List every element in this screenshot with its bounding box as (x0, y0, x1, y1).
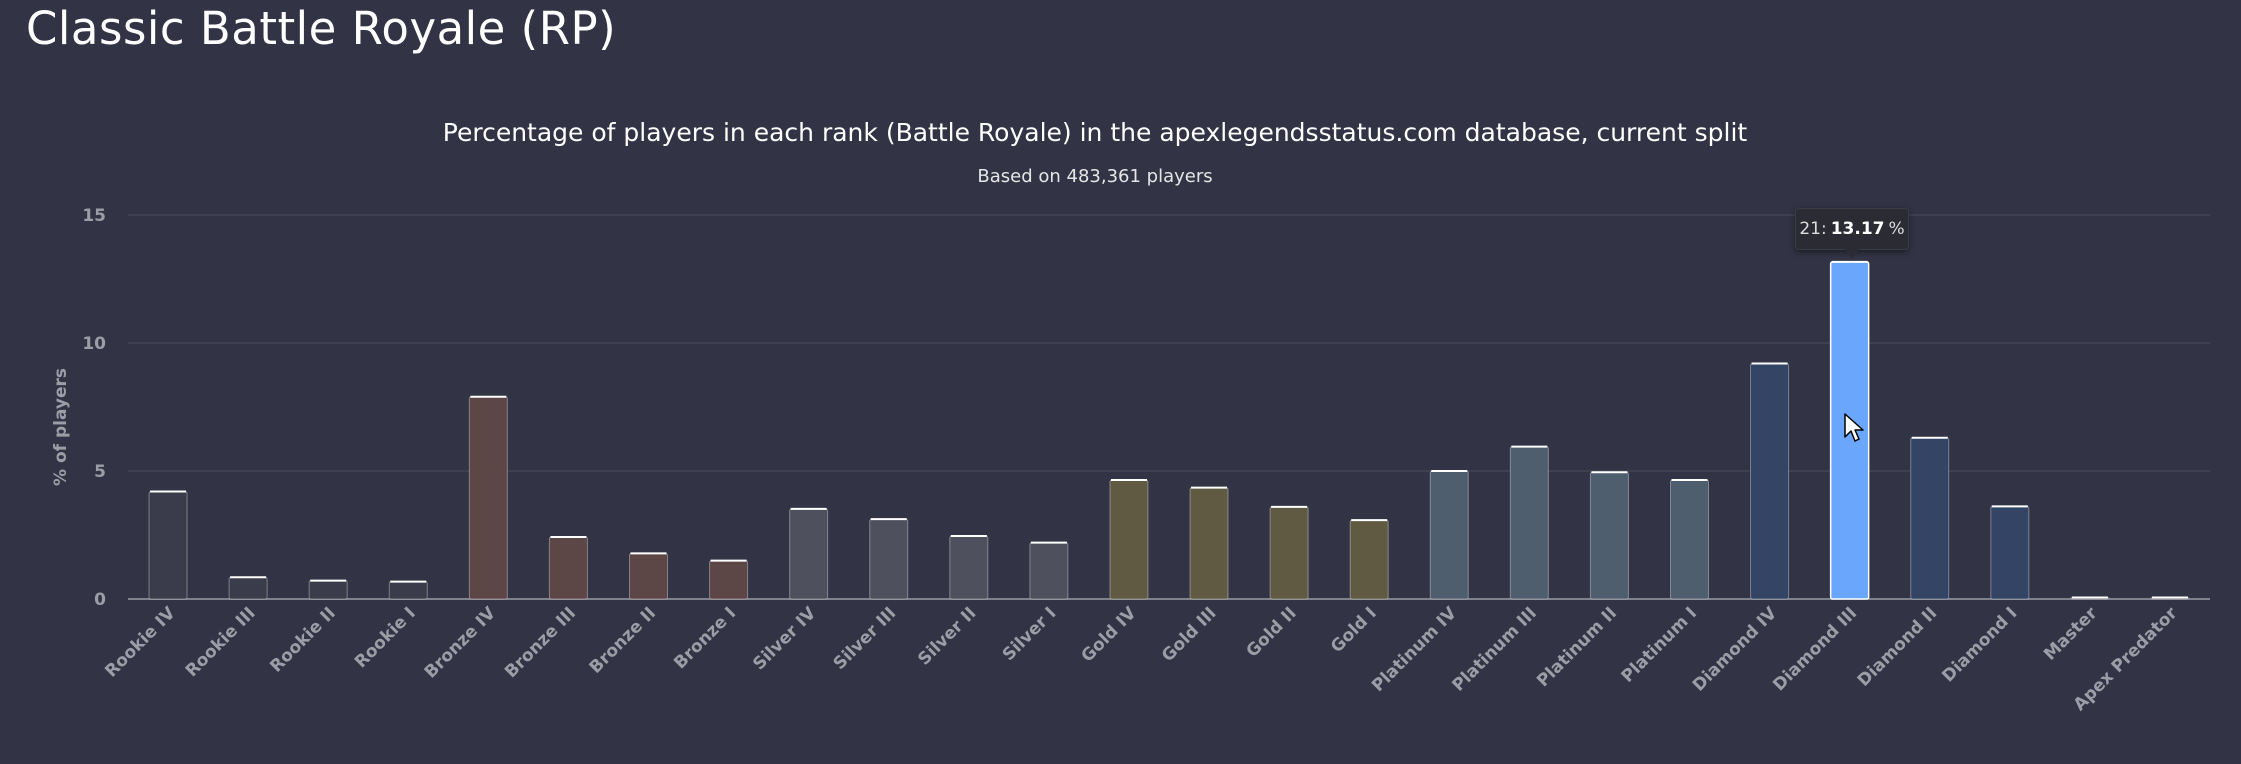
x-tick-label: Gold II (1243, 603, 1301, 661)
x-tick-label: Platinum IV (1368, 603, 1461, 696)
y-axis-label: % of players (51, 368, 71, 486)
bar (548, 536, 588, 600)
x-tick-label: Rookie III (182, 603, 260, 681)
x-tick-label: Rookie IV (101, 603, 180, 682)
page-title: Classic Battle Royale (RP) (26, 2, 617, 55)
bar-tooltip: 21: 13.17 % (1795, 208, 1909, 258)
y-tick-label: 5 (94, 462, 106, 482)
chart-subtitle: Based on 483,361 players (977, 166, 1213, 187)
bar (388, 581, 428, 600)
x-tick-label: Platinum III (1449, 603, 1541, 695)
bar (1910, 437, 1950, 600)
bar (1189, 487, 1229, 600)
mouse-cursor-icon (1844, 413, 1864, 442)
bar (308, 580, 348, 600)
x-tick-label: Master (2040, 603, 2102, 665)
x-tick-label: Gold IV (1078, 603, 1142, 667)
tooltip-label: 21: (1799, 219, 1827, 239)
x-tick-label: Platinum II (1533, 603, 1621, 691)
bar (1029, 542, 1069, 600)
bar (148, 490, 188, 600)
x-tick-label: Gold I (1327, 603, 1381, 657)
bar (709, 560, 749, 600)
x-tick-label: Diamond I (1938, 603, 2021, 686)
x-tick-label: Bronze II (586, 603, 660, 677)
x-tick-label: Bronze IV (421, 603, 501, 683)
x-tick-label: Silver II (914, 603, 980, 669)
y-tick-label: 15 (82, 206, 106, 226)
bar (1670, 479, 1709, 600)
bar (1349, 519, 1389, 600)
y-tick-label: 0 (94, 590, 106, 610)
x-tick-label: Silver I (999, 603, 1061, 665)
x-tick-label: Platinum I (1618, 603, 1701, 686)
tooltip-unit: % (1888, 219, 1905, 239)
bar (1589, 471, 1629, 600)
x-tick-label: Rookie II (266, 603, 339, 676)
bar (468, 396, 508, 600)
x-tick-label: Rookie I (351, 603, 420, 672)
bar (1509, 446, 1549, 600)
bar (789, 508, 829, 600)
x-tick-label: Diamond II (1854, 603, 1941, 690)
bar (949, 535, 989, 600)
x-tick-label: Diamond IV (1689, 603, 1782, 696)
bar (1990, 505, 2030, 600)
bar (869, 518, 909, 600)
bar (1750, 362, 1790, 600)
x-tick-label: Gold III (1158, 603, 1221, 666)
x-tick-label: Bronze III (501, 603, 580, 682)
y-tick-label: 10 (82, 334, 106, 354)
bar (1109, 479, 1149, 600)
bar (629, 552, 668, 600)
x-tick-label: Bronze I (670, 603, 740, 673)
bar (228, 576, 268, 600)
chart-title: Percentage of players in each rank (Batt… (442, 118, 1748, 147)
tooltip-value: 13.17 (1830, 219, 1885, 239)
x-tick-label: Diamond III (1769, 603, 1861, 695)
x-tick-label: Silver III (830, 603, 901, 674)
bar (1429, 470, 1469, 600)
bar (1269, 506, 1309, 600)
x-tick-label: Silver IV (749, 603, 821, 675)
